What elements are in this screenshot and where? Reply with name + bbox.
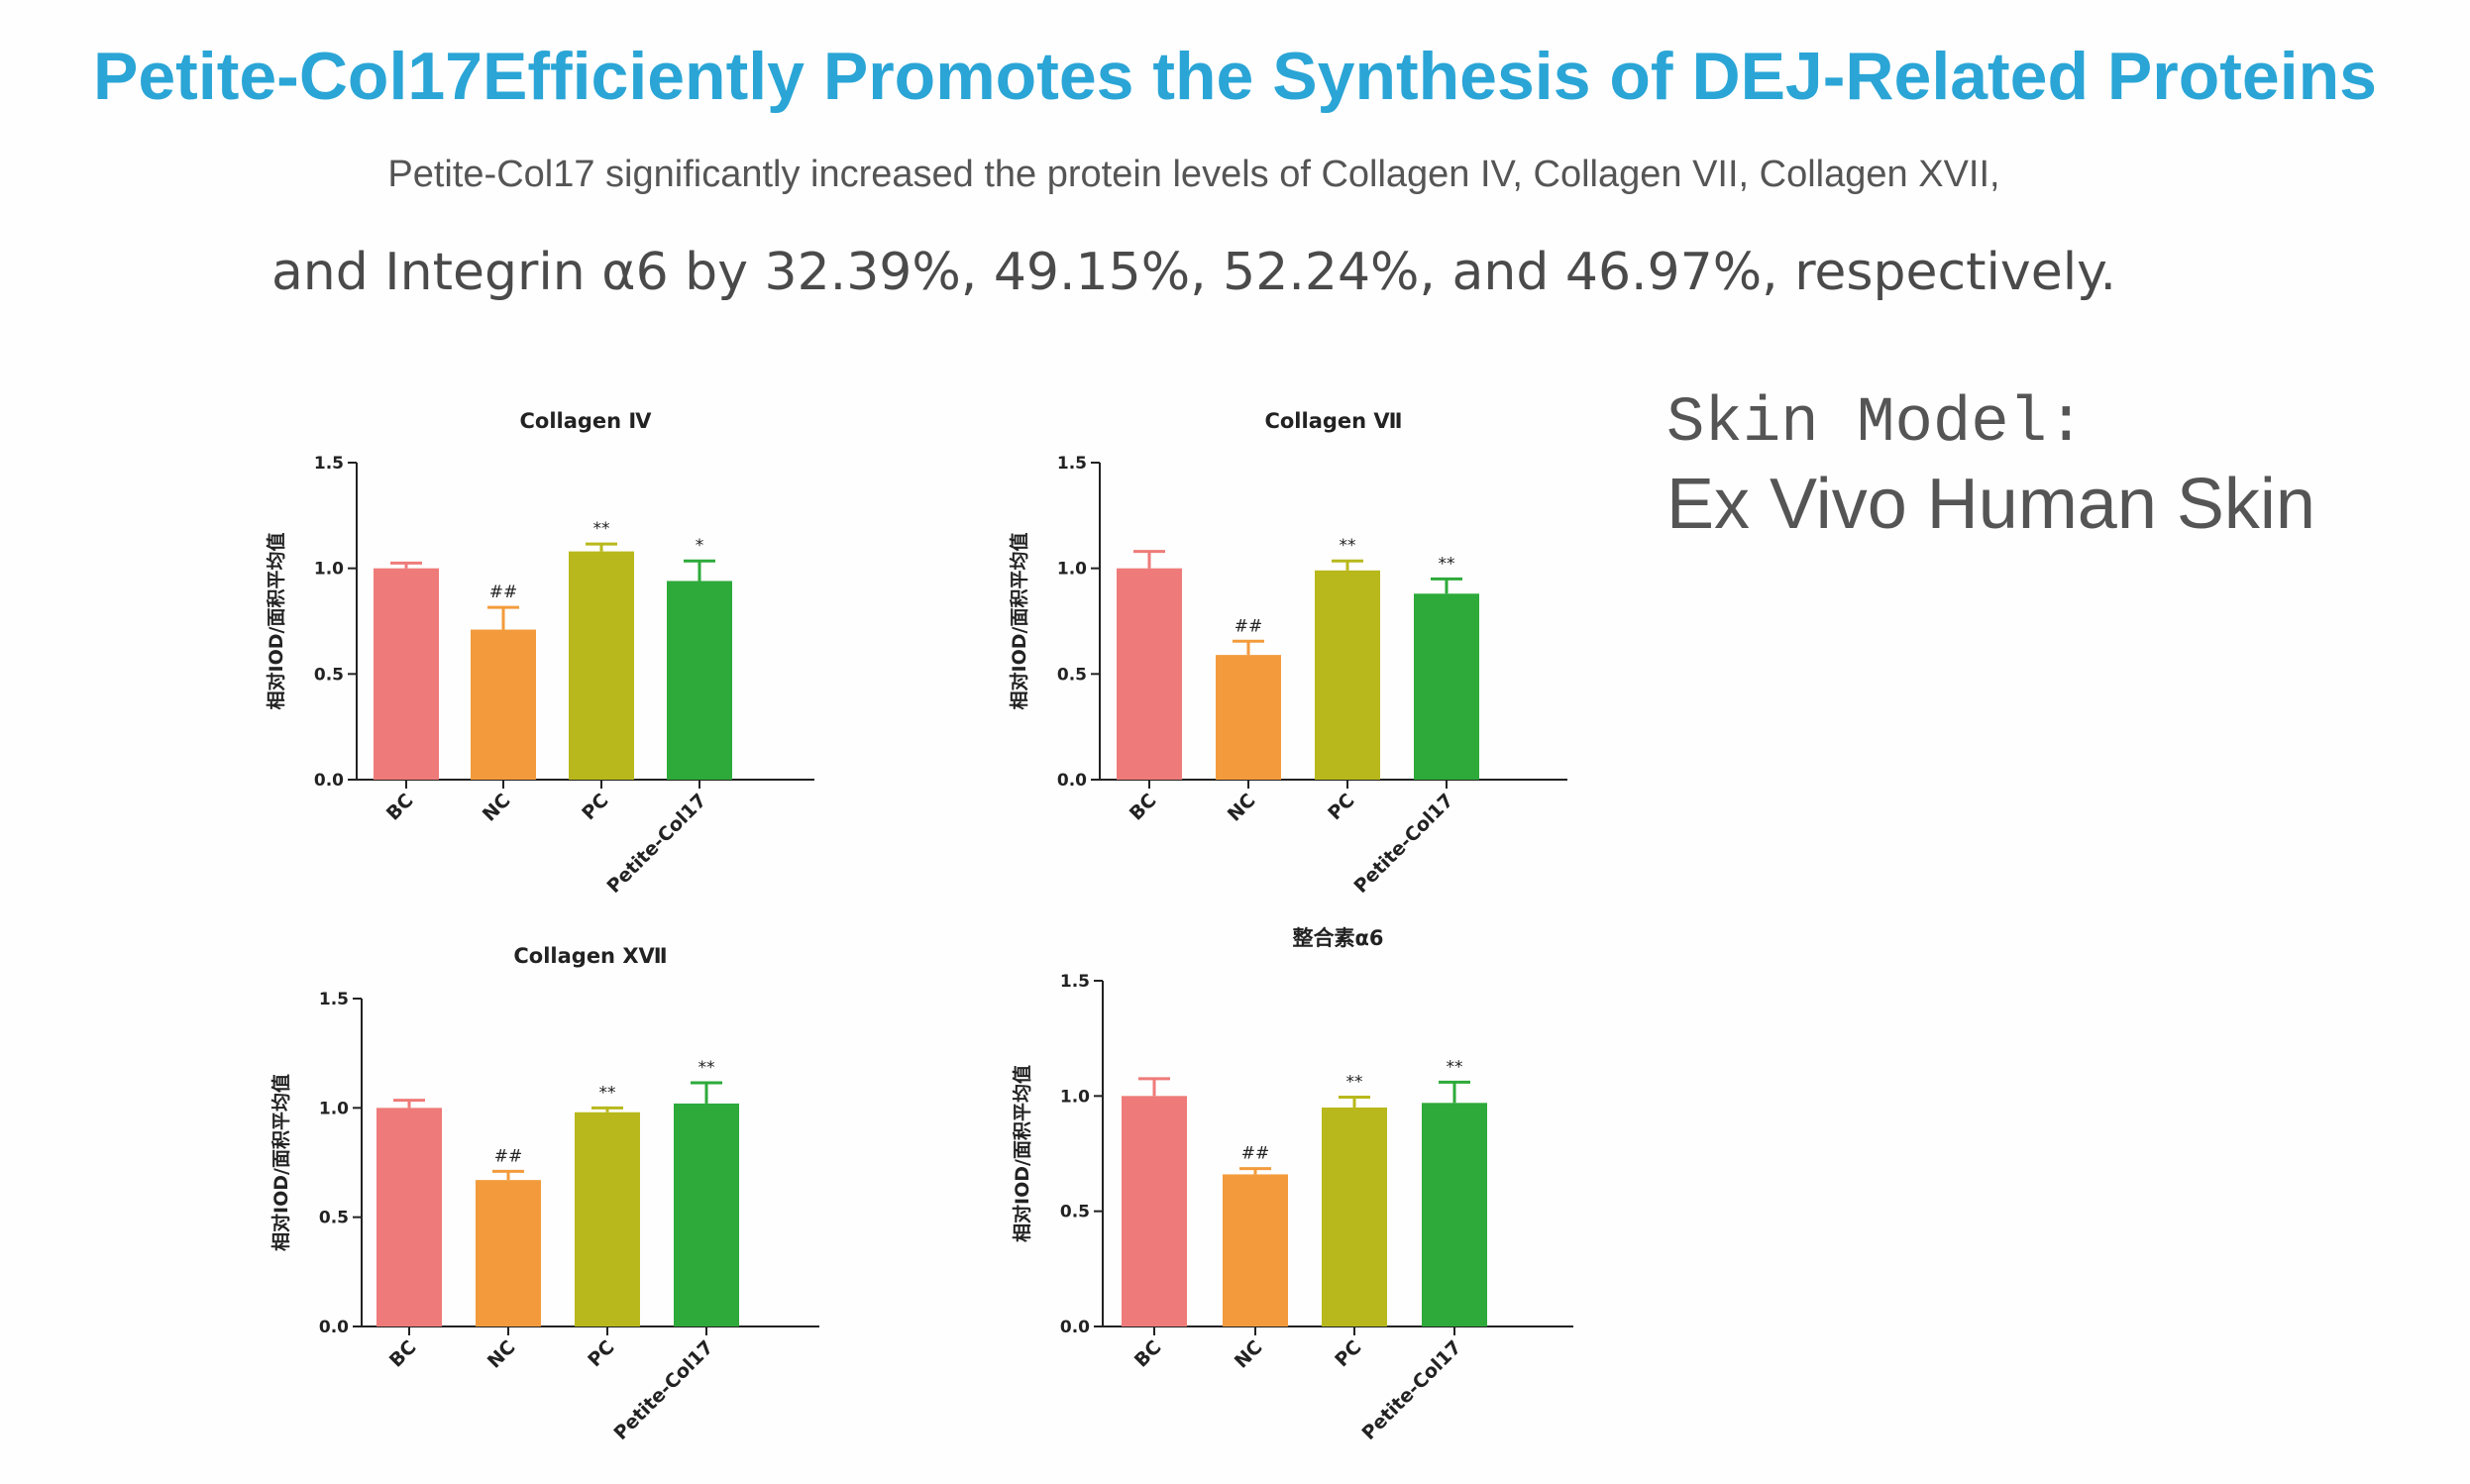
- y-tick-label: 0.0: [1057, 771, 1087, 791]
- significance-label: *: [696, 536, 704, 556]
- x-tick-label: NC: [1231, 1336, 1267, 1373]
- significance-label: **: [599, 1083, 616, 1103]
- y-axis-label: 相对IOD/面积平均值: [1008, 533, 1030, 710]
- significance-label: **: [698, 1058, 715, 1078]
- bar-bc: [374, 568, 439, 780]
- bar-petite-col17: [1422, 1103, 1487, 1326]
- significance-label: ##: [1241, 1144, 1270, 1164]
- chart-title: 整合素α6: [1292, 926, 1383, 950]
- bar-pc: [569, 551, 634, 780]
- bar-nc: [1223, 1174, 1288, 1326]
- significance-label: **: [1439, 554, 1455, 574]
- y-tick-label: 0.5: [1060, 1203, 1090, 1222]
- x-tick-label: Petite-Col17: [1357, 1336, 1465, 1444]
- significance-label: **: [1340, 536, 1356, 556]
- bar-pc: [575, 1112, 640, 1326]
- y-tick-label: 1.5: [1057, 454, 1087, 474]
- chart-title: Collagen Ⅳ: [519, 409, 651, 433]
- y-axis-label: 相对IOD/面积平均值: [1011, 1065, 1033, 1242]
- significance-label: **: [1447, 1057, 1463, 1077]
- y-tick-label: 1.5: [319, 990, 349, 1009]
- y-tick-label: 1.5: [1060, 972, 1090, 992]
- bar-pc: [1322, 1107, 1387, 1326]
- significance-label: **: [593, 519, 610, 539]
- bar-nc: [471, 629, 536, 780]
- significance-label: **: [1346, 1072, 1363, 1092]
- bar-nc: [476, 1180, 541, 1326]
- skin-model-label: Skin Model:: [1666, 388, 2086, 460]
- bar-bc: [376, 1108, 442, 1326]
- y-tick-label: 0.5: [319, 1209, 349, 1228]
- skin-model-value: Ex Vivo Human Skin: [1666, 465, 2315, 544]
- bar-nc: [1216, 655, 1281, 780]
- y-tick-label: 0.0: [319, 1318, 349, 1337]
- y-tick-label: 1.5: [314, 454, 344, 474]
- y-tick-label: 1.0: [314, 560, 344, 580]
- page-title: Petite-Col17Efficiently Promotes the Syn…: [93, 39, 2377, 114]
- y-tick-label: 0.5: [1057, 665, 1087, 685]
- significance-label: ##: [1235, 616, 1263, 636]
- y-tick-label: 1.0: [319, 1099, 349, 1118]
- bar-bc: [1122, 1096, 1187, 1326]
- bar-pc: [1315, 570, 1380, 780]
- y-tick-label: 0.0: [314, 771, 344, 791]
- y-tick-label: 0.5: [314, 665, 344, 685]
- chart-title: Collagen Ⅶ: [1264, 409, 1402, 433]
- bar-petite-col17: [1414, 593, 1479, 780]
- bar-petite-col17: [674, 1103, 739, 1326]
- y-axis-label: 相对IOD/面积平均值: [265, 533, 287, 710]
- y-tick-label: 1.0: [1060, 1087, 1090, 1107]
- x-tick-label: PC: [1331, 1336, 1365, 1371]
- subtitle-line-2: and Integrin α6 by 32.39%, 49.15%, 52.24…: [270, 243, 2117, 302]
- y-tick-label: 1.0: [1057, 560, 1087, 580]
- y-tick-label: 0.0: [1060, 1318, 1090, 1337]
- significance-label: ##: [489, 583, 518, 602]
- significance-label: ##: [494, 1146, 523, 1166]
- y-axis-label: 相对IOD/面积平均值: [269, 1074, 292, 1251]
- bar-petite-col17: [667, 581, 732, 780]
- chart-title: Collagen ⅩⅦ: [513, 944, 667, 968]
- subtitle-line-1: Petite-Col17 significantly increased the…: [387, 154, 2000, 195]
- x-tick-label: BC: [1130, 1336, 1166, 1372]
- bar-bc: [1117, 568, 1182, 780]
